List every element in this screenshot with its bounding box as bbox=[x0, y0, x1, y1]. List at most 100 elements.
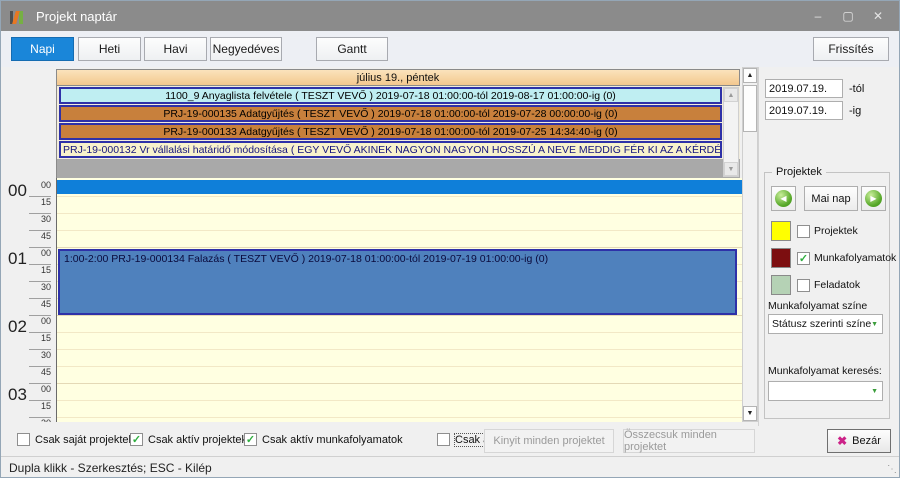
hour-label: 01 bbox=[8, 249, 27, 268]
minimize-button[interactable]: – bbox=[814, 9, 822, 23]
workflow-color-label: Munkafolyamat színe bbox=[768, 300, 868, 312]
collapse-all-button[interactable]: Összecsuk minden projektet bbox=[623, 429, 755, 453]
minute-label: 00 bbox=[29, 180, 51, 197]
chevron-down-icon: ▼ bbox=[871, 321, 878, 328]
titlebar: Projekt naptár – ▢ ✕ bbox=[1, 1, 899, 31]
minute-label: 30 bbox=[29, 350, 51, 367]
hour-label: 03 bbox=[8, 385, 27, 404]
status-hint: Dupla klikk - Szerkesztés; ESC - Kilép bbox=[9, 461, 212, 475]
resize-grip[interactable]: ⋱ bbox=[887, 464, 897, 475]
hour-row: 02 00 15 30 45 bbox=[1, 316, 56, 384]
hour-row: 01 00 15 30 45 bbox=[1, 248, 56, 316]
projektek-groupbox: Projektek ◀ Mai nap ▶ Projektek ✓ Munkaf… bbox=[764, 166, 896, 419]
workflow-color-value: Státusz szerinti színe bbox=[772, 318, 872, 330]
allday-event[interactable]: PRJ-19-000135 Adatgyűjtés ( TESZT VEVŐ )… bbox=[59, 105, 722, 122]
tab-negyedeves[interactable]: Negyedéves bbox=[210, 37, 282, 61]
today-button[interactable]: Mai nap bbox=[804, 186, 858, 211]
app-logo-icon bbox=[10, 8, 28, 24]
time-gutter: 00 00 15 30 45 01 00 15 30 45 02 00 15 3… bbox=[1, 178, 56, 422]
minute-label: 45 bbox=[29, 231, 51, 248]
arrow-left-icon: ◀ bbox=[775, 190, 792, 207]
hour-label: 00 bbox=[8, 181, 27, 200]
footer-bar: Csak saját projektek ✓ Csak aktív projek… bbox=[1, 426, 899, 456]
check-icon: ✓ bbox=[798, 252, 809, 265]
bezar-label: Bezár bbox=[852, 435, 881, 447]
calendar-scrollbar[interactable]: ▲ ▼ bbox=[742, 67, 758, 422]
allday-events-area: 1100_9 Anyaglista felvétele ( TESZT VEVŐ… bbox=[56, 86, 740, 159]
minute-label: 15 bbox=[29, 265, 51, 282]
filter-own-projects[interactable]: Csak saját projektek bbox=[11, 433, 134, 446]
hour-row: 00 00 15 30 45 bbox=[1, 180, 56, 248]
next-day-button[interactable]: ▶ bbox=[861, 186, 886, 211]
allday-event[interactable]: 1100_9 Anyaglista felvétele ( TESZT VEVŐ… bbox=[59, 87, 722, 104]
expand-all-button[interactable]: Kinyit minden projektet bbox=[484, 429, 614, 453]
tab-napi[interactable]: Napi bbox=[11, 37, 74, 61]
selected-timeslot[interactable] bbox=[57, 180, 742, 194]
minute-label: 45 bbox=[29, 299, 51, 316]
date-from-input[interactable] bbox=[765, 79, 843, 98]
minute-label: 15 bbox=[29, 197, 51, 214]
tab-havi[interactable]: Havi bbox=[144, 37, 207, 61]
workflow-color-select[interactable]: Státusz szerinti színe ▼ bbox=[768, 314, 883, 334]
check-icon: ✓ bbox=[131, 434, 142, 446]
view-toolbar: Napi Heti Havi Negyedéves Gantt Frissíté… bbox=[1, 31, 899, 67]
scroll-up-icon[interactable]: ▲ bbox=[724, 88, 738, 102]
minute-label: 00 bbox=[29, 248, 51, 265]
close-x-icon: ✖ bbox=[837, 434, 848, 448]
active-workflows-checkbox[interactable]: ✓ bbox=[244, 433, 257, 446]
maximize-button[interactable]: ▢ bbox=[842, 9, 854, 23]
own-projects-checkbox[interactable] bbox=[17, 433, 30, 446]
bezar-button[interactable]: ✖ Bezár bbox=[827, 429, 891, 453]
minute-label: 30 bbox=[29, 282, 51, 299]
allday-event[interactable]: PRJ-19-000133 Adatgyűjtés ( TESZT VEVŐ )… bbox=[59, 123, 722, 140]
minute-label: 15 bbox=[29, 333, 51, 350]
filter-active-workflows[interactable]: ✓ Csak aktív munkafolyamatok bbox=[238, 433, 403, 446]
allday-event[interactable]: PRJ-19-000132 Vr vállalási határidő módo… bbox=[59, 141, 722, 158]
active-projects-checkbox[interactable]: ✓ bbox=[130, 433, 143, 446]
feladatok-label: Feladatok bbox=[814, 279, 861, 291]
tab-gantt[interactable]: Gantt bbox=[316, 37, 388, 61]
refresh-button[interactable]: Frissítés bbox=[813, 37, 889, 61]
scroll-down-icon[interactable]: ▼ bbox=[724, 162, 738, 176]
timed-event[interactable]: 1:00-2:00 PRJ-19-000134 Falazás ( TESZT … bbox=[58, 249, 737, 315]
feladatok-color-swatch bbox=[771, 275, 791, 295]
scroll-up-icon[interactable]: ▲ bbox=[743, 68, 757, 83]
date-to-label: -ig bbox=[849, 105, 862, 117]
active-projects-label: Csak aktív projektek bbox=[148, 433, 248, 446]
tab-heti[interactable]: Heti bbox=[78, 37, 141, 61]
hour-row: 03 00 15 30 45 bbox=[1, 384, 56, 422]
active-workflows-label: Csak aktív munkafolyamatok bbox=[262, 433, 403, 446]
filter-active-projects[interactable]: ✓ Csak aktív projektek bbox=[124, 433, 247, 446]
scroll-down-icon[interactable]: ▼ bbox=[743, 406, 757, 421]
scrollbar-thumb[interactable] bbox=[743, 85, 757, 132]
workflow-search-label: Munkafolyamat keresés: bbox=[768, 365, 882, 377]
window-title: Projekt naptár bbox=[36, 8, 117, 24]
date-to-input[interactable] bbox=[765, 101, 843, 120]
allday-scrollbar[interactable]: ▲ ▼ bbox=[723, 87, 739, 177]
time-grid[interactable]: 1:00-2:00 PRJ-19-000134 Falazás ( TESZT … bbox=[56, 178, 742, 422]
munkafolyamatok-color-swatch bbox=[771, 248, 791, 268]
minute-label: 30 bbox=[29, 214, 51, 231]
workflow-search-select[interactable]: ▼ bbox=[768, 381, 883, 401]
check-icon: ✓ bbox=[245, 434, 256, 446]
date-from-label: -tól bbox=[849, 83, 865, 95]
minute-label: 00 bbox=[29, 384, 51, 401]
prev-day-button[interactable]: ◀ bbox=[771, 186, 796, 211]
groupbox-title: Projektek bbox=[772, 166, 826, 178]
feladatok-checkbox[interactable] bbox=[797, 278, 810, 292]
minute-label: 00 bbox=[29, 316, 51, 333]
arrow-right-icon: ▶ bbox=[865, 190, 882, 207]
own-projects-label: Csak saját projektek bbox=[35, 433, 135, 446]
projektek-checkbox[interactable] bbox=[797, 224, 810, 238]
close-button[interactable]: ✕ bbox=[872, 9, 884, 23]
day-header: július 19., péntek bbox=[56, 69, 740, 86]
minute-label: 15 bbox=[29, 401, 51, 418]
chevron-down-icon: ▼ bbox=[871, 388, 878, 395]
right-panel: -tól -ig Projektek ◀ Mai nap ▶ Projektek… bbox=[758, 67, 899, 426]
minute-label: 45 bbox=[29, 367, 51, 384]
active-tasks-checkbox[interactable] bbox=[437, 433, 450, 446]
legend-row-munkafolyamatok: ✓ Munkafolyamatok bbox=[771, 248, 896, 268]
status-bar: Dupla klikk - Szerkesztés; ESC - Kilép ⋱ bbox=[1, 456, 899, 477]
munkafolyamatok-checkbox[interactable]: ✓ bbox=[797, 251, 810, 265]
